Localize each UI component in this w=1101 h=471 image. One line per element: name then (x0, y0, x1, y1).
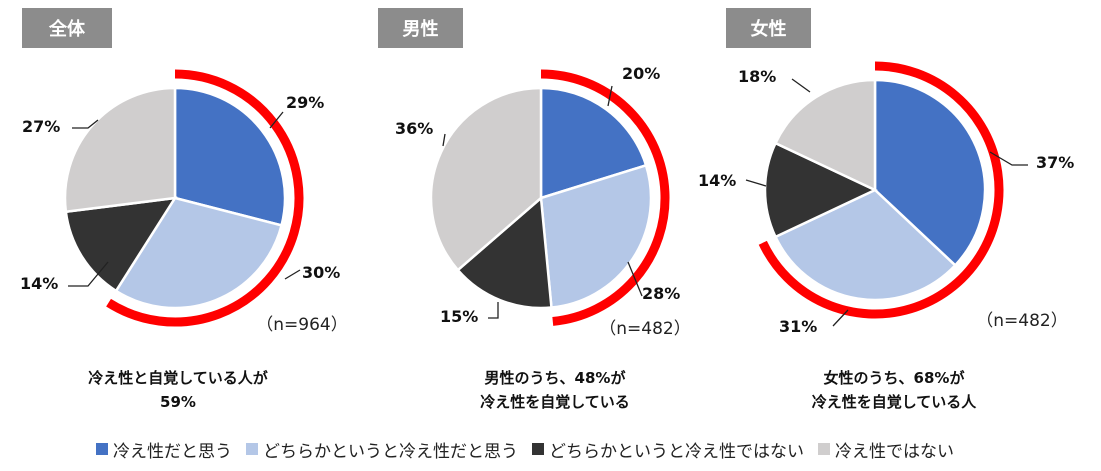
pct-label-male-somewhat-not-cold: 15% (440, 307, 478, 326)
pct-label-female-somewhat-not-cold: 14% (698, 171, 736, 190)
legend-swatch-somewhat-not-cold (532, 443, 544, 455)
leader-line-female-somewhat-cold (832, 309, 849, 327)
leader-line-overall-somewhat-cold (284, 269, 301, 280)
pie-slice-overall-somewhat-cold (114, 196, 284, 310)
summary-female: 女性のうち、68%が 冷え性を自覚している人 (764, 366, 1024, 414)
pie-slice-male-somewhat-cold (539, 163, 653, 309)
sample-size-male: （n=482） (599, 319, 690, 339)
pie-slice-female-somewhat-cold (773, 188, 957, 302)
pct-label-male-cold: 20% (622, 64, 660, 83)
leader-line-overall-somewhat-not-cold (68, 261, 109, 287)
leader-line-overall-not-cold (72, 119, 99, 129)
tag-female: 女性 (726, 8, 811, 48)
pct-label-female-cold: 37% (1036, 153, 1074, 172)
legend-item-somewhat-not-cold: どちらかというと冷え性ではない (532, 437, 804, 462)
pie-charts: 29% 30% 14% 27% （n=964） 20% 28% 15% 36% （n=482） 37… (20, 61, 1074, 339)
pct-label-female-not-cold: 18% (738, 67, 776, 86)
highlight-arc-male (540, 69, 670, 326)
legend-swatch-somewhat-cold (246, 443, 258, 455)
leader-line-male-cold (607, 85, 613, 107)
tag-overall: 全体 (22, 8, 112, 48)
legend-label-somewhat-cold: どちらかというと冷え性だと思う (263, 441, 518, 462)
pie-slice-female-cold (873, 78, 987, 268)
legend-swatch-not-cold (818, 443, 830, 455)
pie-slice-overall-somewhat-not-cold (64, 196, 178, 293)
leader-line-male-somewhat-cold (627, 261, 643, 297)
leader-line-male-somewhat-not-cold (488, 302, 499, 319)
pie-slice-female-somewhat-not-cold (763, 141, 878, 239)
highlight-arc-overall (106, 69, 304, 327)
summary-overall: 冷え性と自覚している人が 59% (48, 366, 308, 414)
pct-label-overall-cold: 29% (286, 93, 324, 112)
legend-item-not-cold: 冷え性ではない (818, 437, 954, 462)
pct-label-male-somewhat-cold: 28% (642, 284, 680, 303)
pie-slice-male-somewhat-not-cold (456, 195, 553, 310)
leader-line-female-cold (989, 151, 1028, 166)
sample-size-female: （n=482） (976, 311, 1067, 331)
tag-male: 男性 (378, 8, 463, 48)
leader-line-female-not-cold (791, 78, 811, 93)
pct-label-overall-somewhat-cold: 30% (302, 263, 340, 282)
legend-item-cold: 冷え性だと思う (96, 437, 232, 462)
summary-female-line-2: 冷え性を自覚している人 (811, 393, 977, 411)
legend-label-cold: 冷え性だと思う (113, 441, 232, 462)
legend-label-not-cold: 冷え性ではない (835, 441, 954, 462)
summary-male-line-2: 冷え性を自覚している (480, 393, 630, 411)
pie-slice-female-not-cold (773, 78, 877, 192)
summary-female-line-1: 女性のうち、68%が (823, 369, 965, 387)
pct-label-male-not-cold: 36% (395, 119, 433, 138)
highlight-arc-female (758, 61, 1004, 319)
legend-swatch-cold (96, 443, 108, 455)
legend-label-somewhat-not-cold: どちらかというと冷え性ではない (549, 441, 804, 462)
summary-overall-line-1: 冷え性と自覚している人が (88, 369, 268, 387)
summary-male-line-1: 男性のうち、48%が (484, 369, 626, 387)
legend-item-somewhat-cold: どちらかというと冷え性だと思う (246, 437, 518, 462)
pct-label-overall-somewhat-not-cold: 14% (20, 274, 58, 293)
leader-line-female-somewhat-not-cold (745, 179, 767, 187)
pie-slice-overall-cold (173, 86, 287, 227)
summary-overall-line-2: 59% (160, 393, 196, 411)
summary-male: 男性のうち、48%が 冷え性を自覚している (425, 366, 685, 414)
sample-size-overall: （n=964） (256, 315, 347, 335)
legend: 冷え性だと思う どちらかというと冷え性だと思う どちらかというと冷え性ではない … (96, 434, 968, 464)
pct-label-overall-not-cold: 27% (22, 117, 60, 136)
pie-slice-overall-not-cold (63, 86, 177, 214)
leader-line-male-not-cold (442, 133, 446, 147)
pie-slice-male-cold (539, 86, 648, 200)
leader-line-overall-cold (269, 111, 284, 129)
pie-slice-male-not-cold (429, 86, 543, 272)
pct-label-female-somewhat-cold: 31% (779, 317, 817, 336)
